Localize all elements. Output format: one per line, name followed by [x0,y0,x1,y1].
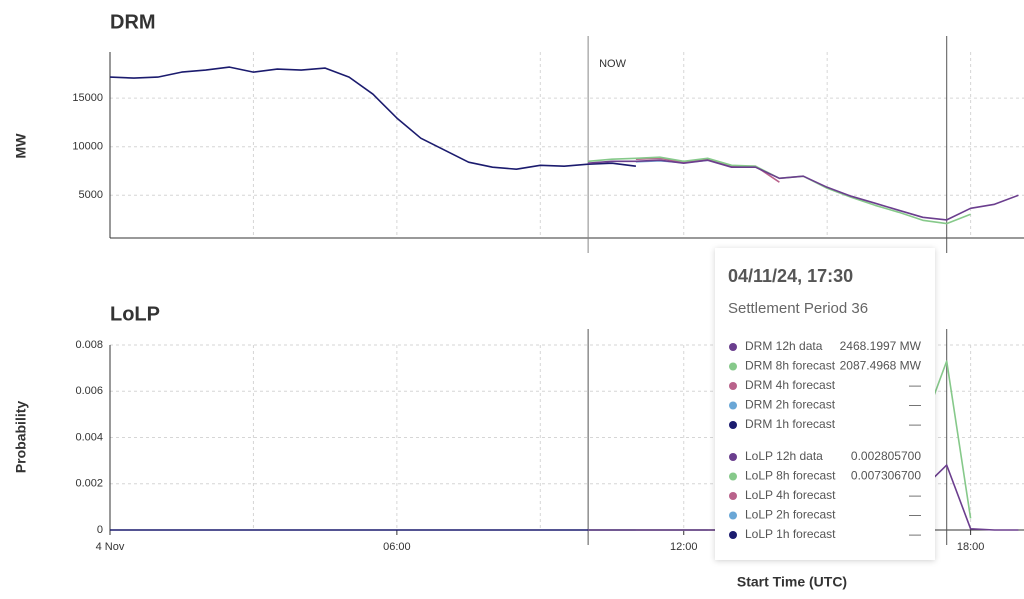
legend-swatch [729,453,737,461]
tooltip-subtitle: Settlement Period 36 [728,300,868,317]
x-axis-title: Start Time (UTC) [737,574,847,590]
tooltip: 04/11/24, 17:30 Settlement Period 36 DRM… [715,248,935,560]
series-line [588,156,971,225]
x-tick-label: 18:00 [957,541,985,553]
tooltip-value: — [909,508,921,522]
plot: 0 0.002 0.004 0.006 0.008 4 Nov 06:00 12:00 18:0… [75,329,1024,553]
series-line [109,66,636,170]
x-tick-label: 12:00 [670,541,698,553]
legend-label: DRM 4h forecast [745,378,836,392]
y-tick-label: 10000 [72,141,103,153]
y-tick-label: 0.004 [75,431,103,443]
tooltip-value: — [909,527,921,541]
legend-label: LoLP 4h forecast [745,488,836,502]
tooltip-value: — [909,417,921,431]
marker-label: NOW [599,58,627,70]
legend-label: LoLP 8h forecast [745,469,836,483]
tooltip-value: 2087.4968 MW [840,359,922,373]
plot: 5000 10000 15000 NOW [72,36,1024,253]
legend-label: DRM 1h forecast [745,417,836,431]
y-axis-title: Probability [13,401,29,474]
legend-label: DRM 2h forecast [745,398,836,412]
legend-swatch [729,421,737,429]
tooltip-value: 0.007306700 [851,469,921,483]
tooltip-value: 2468.1997 MW [840,339,922,353]
legend-swatch [729,511,737,520]
x-tick-label: 06:00 [383,541,411,553]
legend-swatch [729,401,737,410]
legend-swatch [729,343,737,351]
y-tick-label: 5000 [79,189,103,201]
chart-title: LoLP [110,303,160,325]
y-tick-label: 0.002 [75,478,103,490]
legend-label: DRM 8h forecast [745,359,836,373]
y-tick-label: 0 [97,524,103,536]
x-tick-label: 4 Nov [96,541,125,553]
legend-label: LoLP 12h data [745,449,823,463]
y-tick-label: 15000 [72,92,103,104]
tooltip-value: — [909,398,921,412]
tooltip-box [715,248,935,560]
tooltip-value: — [909,488,921,502]
legend-swatch [729,382,737,390]
tooltip-title: 04/11/24, 17:30 [728,266,853,286]
series-line [588,159,1019,221]
y-tick-label: 0.008 [75,339,103,351]
tooltip-value: — [909,378,921,392]
legend-swatch [729,472,737,481]
y-axis-title: MW [13,133,29,159]
legend-label: LoLP 2h forecast [745,508,836,522]
chart-title: DRM [110,11,156,33]
y-tick-label: 0.006 [75,385,103,397]
legend-swatch [729,492,737,500]
legend-swatch [729,362,737,371]
legend-swatch [729,531,737,539]
series-line [635,157,780,183]
legend-label: LoLP 1h forecast [745,527,836,541]
tooltip-value: 0.002805700 [851,449,921,463]
legend-label: DRM 12h data [745,339,823,353]
